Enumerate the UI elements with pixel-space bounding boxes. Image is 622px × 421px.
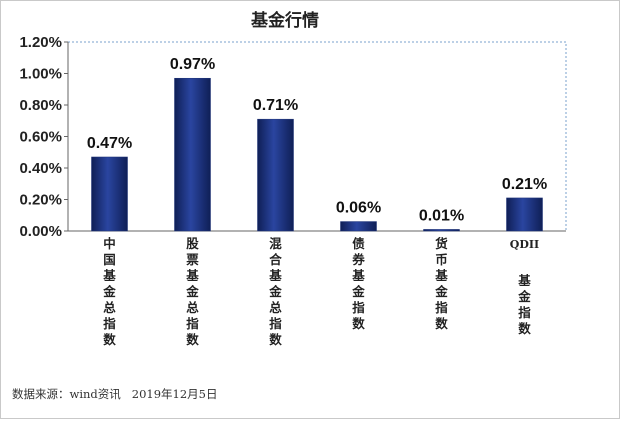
data-label: 0.71% (253, 97, 298, 114)
chart-title: 基金行情 (250, 10, 319, 31)
bar (423, 229, 460, 232)
data-label: 0.06% (336, 200, 381, 217)
x-category-label: 货币基金指数 (434, 236, 448, 331)
x-category-label: 股票基金总指数 (185, 236, 199, 347)
data-label: 0.47% (87, 135, 132, 152)
y-tick-label: 1.20% (19, 34, 62, 51)
x-category-label: 中国基金总指数 (102, 236, 116, 347)
x-category-label: 混合基金总指数 (268, 236, 282, 347)
y-tick-label: 0.80% (19, 97, 62, 114)
x-category-label: QDII 基金指数 (510, 238, 539, 336)
bar (257, 118, 294, 232)
bar (506, 197, 543, 232)
data-label: 0.21% (502, 176, 547, 193)
plot-area-border (67, 41, 567, 232)
source-note: 数据来源：wind资讯 2019年12月5日 (12, 387, 217, 401)
y-tick-label: 1.00% (19, 66, 62, 83)
y-tick-label: 0.00% (19, 223, 62, 240)
x-category-label: 债券基金指数 (351, 236, 365, 331)
y-tick-label: 0.20% (19, 192, 62, 209)
bar (340, 221, 377, 232)
data-label: 0.97% (170, 56, 215, 73)
y-tick-label: 0.60% (19, 129, 62, 146)
bar (174, 77, 211, 232)
bar (91, 156, 128, 232)
data-label: 0.01% (419, 207, 464, 224)
y-tick-label: 0.40% (19, 160, 62, 177)
